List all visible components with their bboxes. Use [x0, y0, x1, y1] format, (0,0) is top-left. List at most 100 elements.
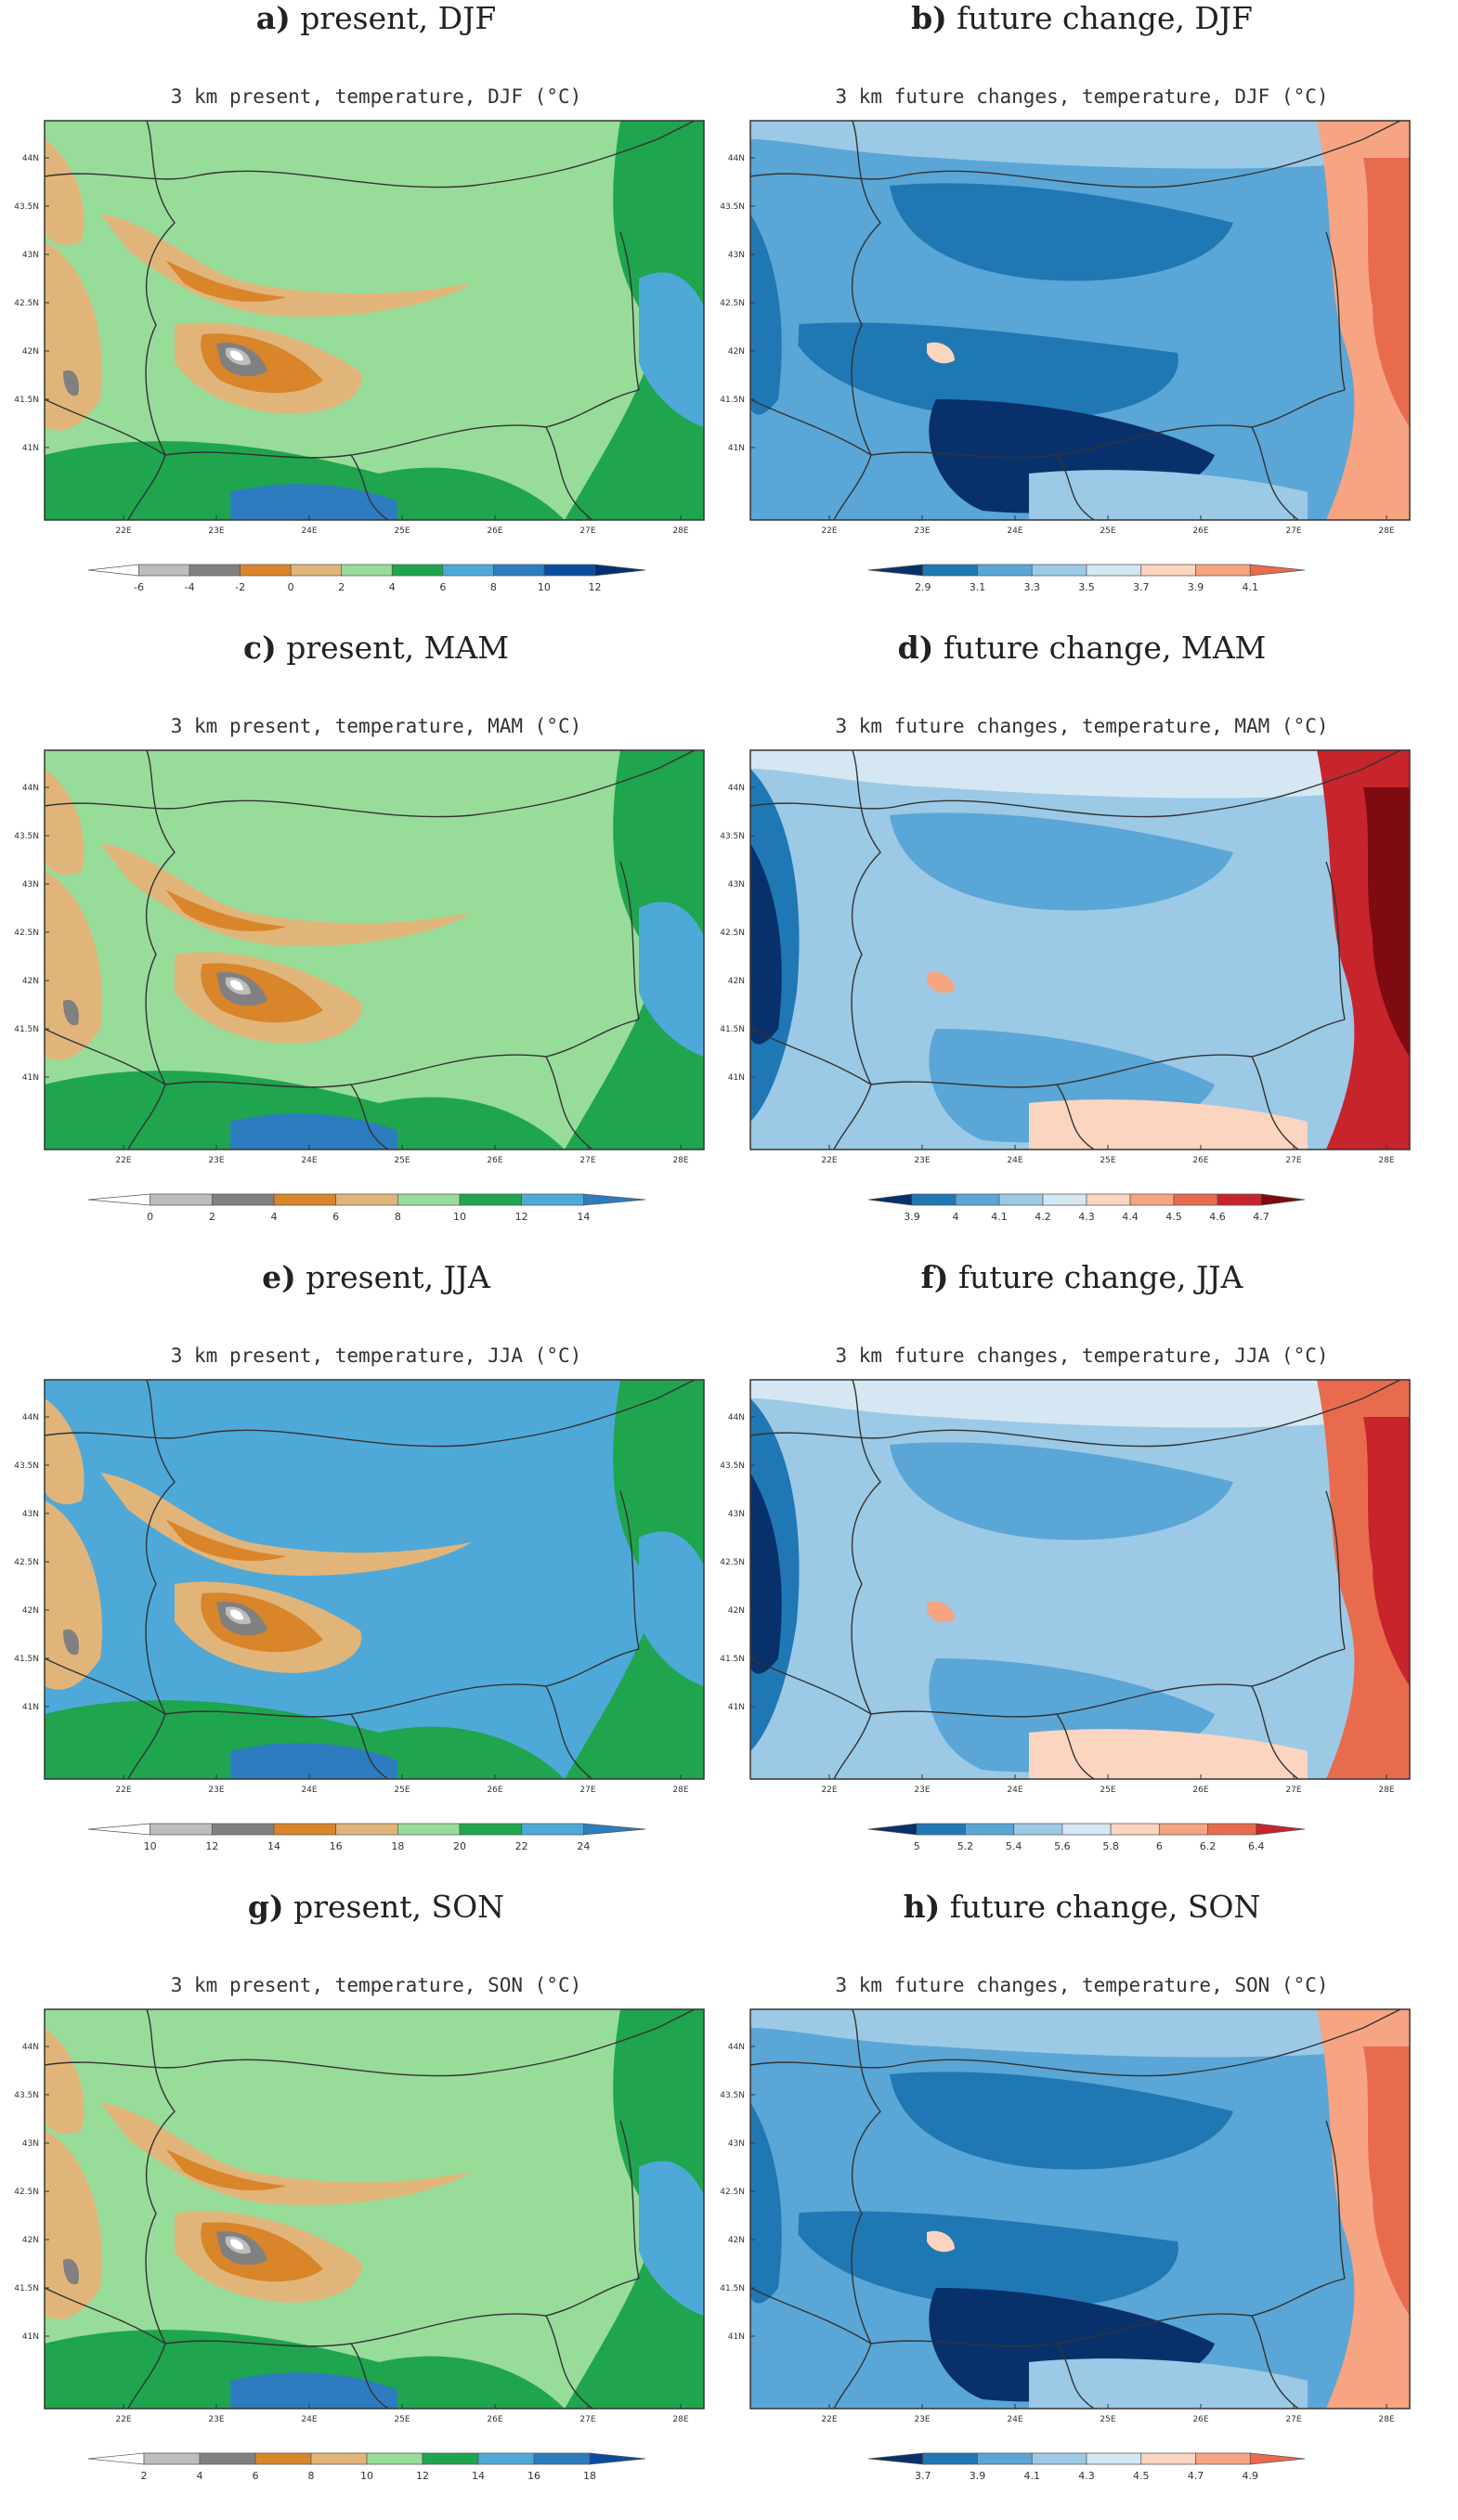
border-line: [45, 121, 696, 188]
colorbar-swatch: [965, 1823, 1015, 1836]
y-tick-label: 44N: [728, 784, 745, 793]
y-tick-label: 42N: [22, 1606, 39, 1616]
colorbar-label: 4.3: [1078, 1211, 1095, 1223]
y-tick-label: 43.5N: [720, 1461, 745, 1471]
colorbar-swatch: [189, 564, 241, 577]
panel-a: a) present, DJF 3 km present, temperature…: [14, 0, 715, 622]
colorbar-swatch: [867, 1193, 913, 1206]
colorbar-swatch: [335, 1823, 398, 1836]
x-tick-label: 24E: [1007, 1156, 1022, 1165]
colorbar-swatch: [138, 564, 190, 577]
x-tick-label: 24E: [1007, 1786, 1022, 1795]
colorbar-label: 4.2: [1035, 1211, 1051, 1223]
colorbar-swatch: [1158, 1823, 1208, 1836]
colorbar-label: 3.9: [970, 2470, 986, 2482]
map-region: [165, 1519, 286, 1561]
x-tick-label: 28E: [672, 1156, 688, 1165]
y-tick-label: 42.5N: [14, 299, 39, 308]
map-region: [45, 441, 565, 520]
temperature-map: 44N 43.5N 43N 42.5N 42N 41.5N 41N 22E 23E 24E 25E 2…: [14, 2008, 705, 2482]
colorbar-swatch: [150, 1823, 213, 1836]
y-tick-label: 43.5N: [14, 1461, 39, 1471]
border-line: [750, 398, 872, 520]
colorbar-swatch: [521, 1193, 584, 1206]
colorbar-swatch: [1013, 1823, 1063, 1836]
x-tick-label: 24E: [1007, 526, 1022, 536]
x-tick-label: 22E: [115, 2415, 131, 2424]
colorbar-swatch: [1086, 1193, 1131, 1206]
border-line: [545, 426, 593, 520]
colorbar-swatch: [240, 564, 292, 577]
colorbar-label: 18: [391, 1840, 404, 1852]
map-region: [63, 370, 79, 396]
colorbar-swatch: [916, 1823, 966, 1836]
map-region: [1029, 1729, 1308, 1779]
colorbar-label: 4.7: [1188, 2470, 1204, 2482]
colorbar-swatch: [341, 564, 393, 577]
panel-caption: g) present, SON: [37, 1889, 715, 1926]
colorbar-label: 4.5: [1133, 2470, 1150, 2482]
x-tick-label: 23E: [208, 526, 224, 536]
panel-letter: g): [247, 1889, 284, 1925]
x-tick-label: 22E: [821, 2415, 837, 2424]
y-tick-label: 44N: [22, 154, 39, 163]
y-tick-label: 41.5N: [720, 1655, 745, 1664]
map-region: [890, 183, 1233, 281]
y-tick-label: 43N: [22, 251, 39, 260]
map-region: [45, 241, 102, 431]
x-tick-label: 22E: [115, 1786, 131, 1795]
x-tick-label: 26E: [1192, 1786, 1208, 1795]
x-tick-label: 27E: [579, 2415, 595, 2424]
colorbar-swatch: [582, 1823, 646, 1836]
colorbar-swatch: [867, 564, 924, 577]
colorbar-label: 10: [538, 581, 551, 593]
colorbar-swatch: [1195, 564, 1251, 577]
panel-caption-text: future change, DJF: [957, 0, 1253, 36]
map-title: 3 km future changes, temperature, JJA (°…: [835, 1344, 1329, 1367]
y-tick-label: 41.5N: [14, 2284, 39, 2293]
colorbar: 2 4 6 8 10 12 14 16 18: [87, 2452, 646, 2482]
y-tick-label: 42.5N: [14, 1558, 39, 1567]
map-region: [750, 2102, 782, 2304]
panel-h: h) future change, SON 3 km future changes…: [720, 1889, 1421, 2511]
x-tick-label: 25E: [1100, 2415, 1115, 2424]
y-tick-label: 41.5N: [14, 396, 39, 405]
colorbar-swatch: [1207, 1823, 1257, 1836]
panel-caption-text: present, DJF: [300, 0, 497, 36]
colorbar-swatch: [1249, 2452, 1306, 2465]
x-tick-label: 28E: [1378, 1156, 1394, 1165]
border-line: [145, 2009, 176, 2345]
colorbar-label: 16: [527, 2470, 540, 2482]
colorbar-label: 5.4: [1006, 1840, 1022, 1852]
border-line: [545, 1056, 593, 1150]
colorbar-swatch: [977, 2452, 1033, 2465]
y-tick-label: 41.5N: [14, 1025, 39, 1034]
panel-letter: e): [262, 1259, 296, 1295]
y-tick-label: 41N: [22, 1703, 39, 1712]
colorbar-swatch: [397, 1823, 461, 1836]
colorbar-label: 8: [490, 581, 497, 593]
border-line: [45, 2009, 696, 2077]
colorbar-label: -6: [134, 581, 144, 593]
colorbar-label: 2: [141, 2470, 148, 2482]
map-region: [45, 1071, 565, 1150]
map-region: [100, 2102, 472, 2205]
y-tick-label: 42N: [22, 977, 39, 986]
border-line: [45, 1028, 166, 1150]
border-line: [1251, 426, 1299, 520]
colorbar-label: 10: [360, 2470, 373, 2482]
map-region: [927, 2230, 955, 2253]
colorbar-label: 6: [253, 2470, 259, 2482]
border-line: [164, 2278, 640, 2347]
colorbar-label: 4: [953, 1211, 959, 1223]
map-region: [750, 2009, 1410, 2058]
colorbar-swatch: [1031, 2452, 1087, 2465]
map-region: [565, 2009, 704, 2409]
map-region: [230, 1609, 243, 1620]
map-region: [890, 1442, 1233, 1540]
border-line: [1251, 1056, 1299, 1150]
map-region: [45, 2130, 102, 2319]
colorbar-label: 8: [308, 2470, 315, 2482]
map-region: [230, 1743, 397, 1779]
colorbar-label: 4.6: [1209, 1211, 1226, 1223]
